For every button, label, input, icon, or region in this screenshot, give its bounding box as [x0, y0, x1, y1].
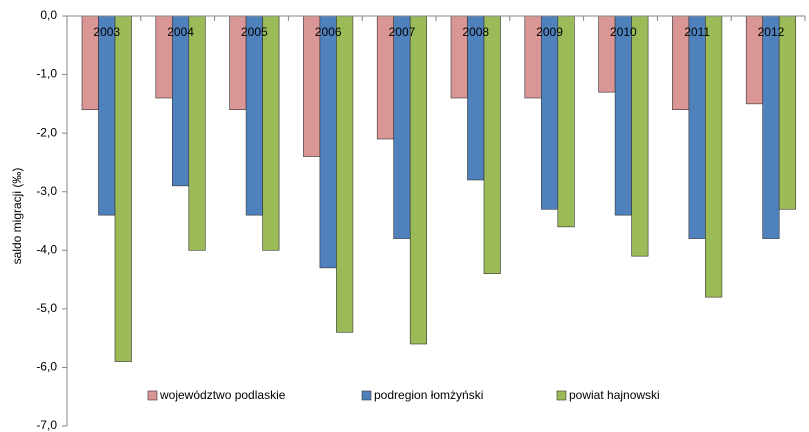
x-tick-label: 2009 — [536, 25, 563, 39]
y-tick-label: -5,0 — [36, 301, 57, 315]
bar — [172, 15, 190, 187]
y-tick-label: -1,0 — [36, 67, 57, 81]
y-axis-label: saldo migracji (‰) — [10, 168, 24, 265]
x-tick-label: 2010 — [610, 25, 637, 39]
x-tick-label: 2003 — [93, 25, 120, 39]
legend-swatch — [556, 390, 567, 401]
bar — [245, 15, 263, 216]
x-tick-label: 2008 — [462, 25, 489, 39]
y-tick-label: -4,0 — [36, 242, 57, 256]
y-tick-label: -6,0 — [36, 360, 57, 374]
bar — [557, 15, 575, 228]
bar — [705, 15, 723, 298]
bar — [631, 15, 649, 257]
bar — [467, 15, 485, 181]
bar — [688, 15, 706, 239]
bar — [614, 15, 632, 216]
bar — [114, 15, 132, 362]
legend-label: podregion łomżyński — [374, 388, 483, 402]
legend-label: powiat hajnowski — [569, 388, 660, 402]
legend-swatch — [147, 390, 158, 401]
x-tick-label: 2012 — [758, 25, 785, 39]
bar — [409, 15, 428, 345]
bar — [98, 15, 116, 216]
bar — [336, 15, 354, 333]
x-tick-label: 2004 — [167, 25, 194, 39]
y-tick-label: 0,0 — [40, 8, 57, 22]
y-tick-label: -3,0 — [36, 184, 57, 198]
y-tick-label: -2,0 — [36, 125, 57, 139]
bar — [778, 15, 797, 210]
legend-swatch — [361, 390, 372, 401]
bar — [483, 15, 501, 275]
x-tick-label: 2011 — [684, 25, 710, 39]
bar — [319, 15, 337, 269]
bar — [540, 15, 559, 210]
bar — [188, 15, 206, 251]
y-tick-label: -7,0 — [36, 418, 57, 432]
x-tick-label: 2005 — [241, 25, 268, 39]
bar — [262, 15, 280, 251]
x-tick-label: 2006 — [315, 25, 342, 39]
legend-label: województwo podlaskie — [159, 388, 286, 402]
bar — [762, 15, 780, 239]
x-tick-label: 2007 — [389, 25, 416, 39]
bar — [393, 15, 411, 239]
